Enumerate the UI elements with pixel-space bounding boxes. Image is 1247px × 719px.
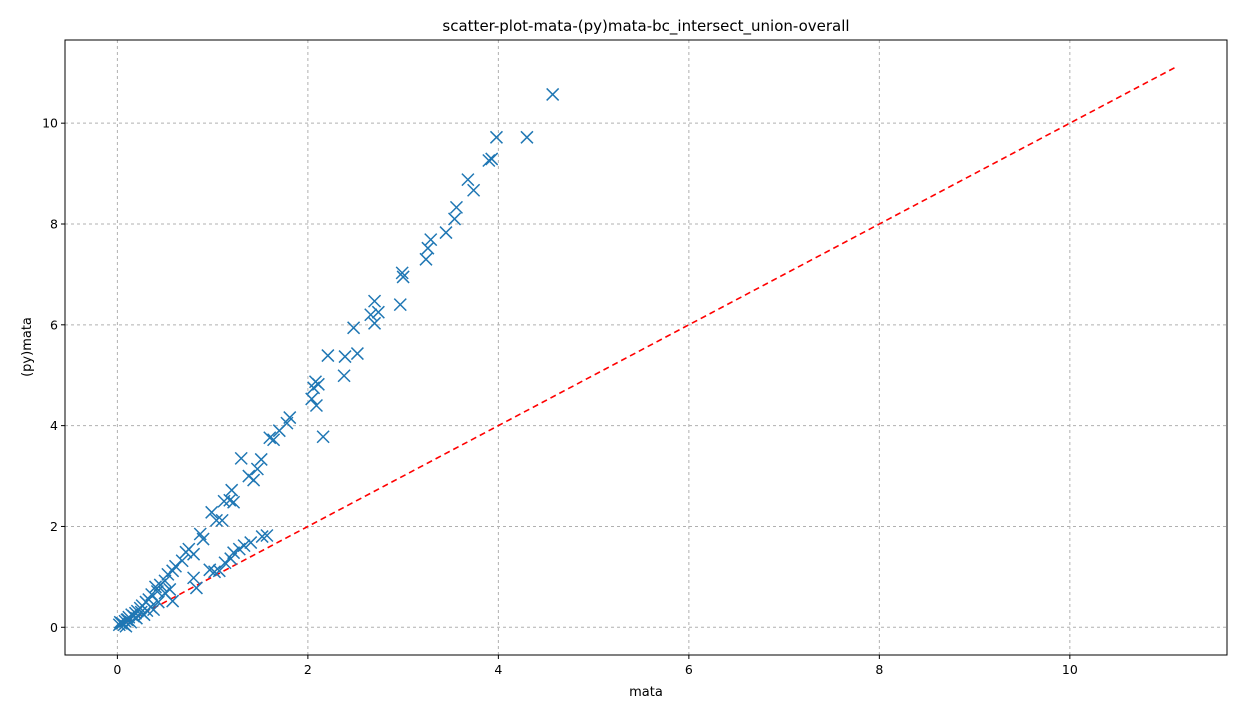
data-point [467,183,481,197]
data-points [112,87,560,633]
x-axis-label: mata [629,685,663,700]
data-point [272,424,286,438]
data-point [209,513,223,527]
data-point [439,226,453,240]
data-point [205,505,219,519]
data-point [371,305,385,319]
data-point [520,130,534,144]
data-point [309,398,323,413]
x-tick-label: 8 [875,662,883,677]
data-point [187,547,201,561]
data-point [321,349,335,363]
y-tick-label: 4 [50,418,58,433]
data-point [421,241,435,255]
data-point [234,451,248,465]
data-point [244,536,258,550]
data-point [134,605,148,619]
data-point [396,270,410,284]
data-point [158,586,172,600]
data-point [117,618,131,632]
data-point [350,347,364,361]
data-point [208,565,222,579]
data-point [546,87,560,101]
y-axis-ticks: 0 2 4 6 8 10 [42,116,65,635]
data-point [395,266,409,280]
data-point [203,563,217,577]
data-point [224,552,238,566]
data-point [338,350,352,364]
x-tick-label: 2 [304,662,312,677]
data-point [311,377,325,391]
data-point [364,308,378,322]
data-point [218,556,232,570]
grid-lines [65,40,1227,655]
data-point [179,545,193,559]
data-point [255,530,269,544]
x-tick-label: 4 [494,662,502,677]
data-point [347,321,361,335]
y-axis-label: (py)mata [20,317,35,377]
x-axis-ticks: 0 2 4 6 8 10 [113,655,1078,677]
x-tick-label: 0 [113,662,121,677]
data-point [448,212,462,226]
data-point [250,462,264,476]
data-point [337,369,351,383]
data-point [461,173,475,187]
plot-frame [64,39,1228,656]
data-point [114,616,128,630]
x-tick-label: 10 [1062,662,1078,677]
data-point [485,152,499,166]
data-point [247,473,261,487]
data-point [419,252,433,266]
data-point [196,532,210,546]
data-point [215,513,229,527]
data-point [489,130,503,144]
x-tick-label: 6 [685,662,693,677]
data-point [254,452,268,466]
data-point [267,433,281,447]
chart-title: scatter-plot-mata-(py)mata-bc_intersect_… [442,17,849,36]
data-point [393,298,407,312]
data-point [482,153,496,168]
data-point [316,430,330,444]
data-point [161,567,175,581]
data-point [151,595,165,609]
y-tick-label: 6 [50,317,58,332]
y-tick-label: 8 [50,216,58,231]
data-point [223,493,237,507]
data-point [424,233,438,247]
y-tick-label: 10 [42,116,58,131]
data-point [148,580,163,594]
y-tick-label: 0 [50,620,58,635]
data-point [227,495,241,509]
data-point [305,392,319,406]
data-point [263,431,277,445]
data-point [187,571,201,585]
data-point [368,294,382,308]
data-point [449,200,463,214]
data-point [189,581,203,595]
data-point [368,316,382,330]
y-tick-label: 2 [50,519,58,534]
data-point [260,528,274,543]
